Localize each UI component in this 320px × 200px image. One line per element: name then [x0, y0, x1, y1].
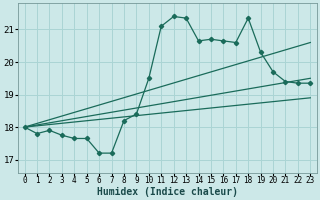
X-axis label: Humidex (Indice chaleur): Humidex (Indice chaleur) — [97, 186, 238, 197]
